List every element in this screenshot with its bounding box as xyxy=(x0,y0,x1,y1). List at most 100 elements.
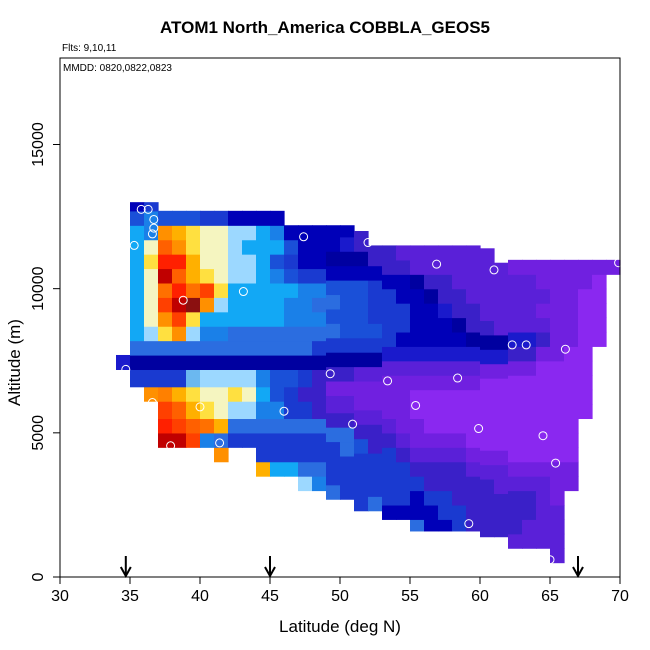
heatmap-cell xyxy=(298,461,313,477)
heatmap-cell xyxy=(256,461,271,477)
heatmap-cell xyxy=(480,248,495,264)
heatmap-cell xyxy=(284,369,299,388)
heatmap-cell xyxy=(550,259,565,275)
heatmap-cell xyxy=(410,504,425,520)
heatmap-cell xyxy=(494,522,509,538)
dates-annotation: MMDD: 0820,0822,0823 xyxy=(63,63,172,74)
heatmap-cell xyxy=(550,476,565,492)
heatmap-cell xyxy=(494,305,509,321)
heatmap-cell xyxy=(312,401,327,420)
heatmap-cell xyxy=(130,268,145,284)
heatmap-cell xyxy=(368,395,383,411)
arrow-markers xyxy=(119,556,584,579)
heatmap-cell xyxy=(186,432,201,448)
heatmap-cell xyxy=(354,251,369,267)
sample-point xyxy=(238,287,248,297)
heatmap-cell xyxy=(438,519,453,532)
heatmap-cell xyxy=(466,504,481,520)
sample-point xyxy=(325,369,335,379)
heatmap-cell xyxy=(592,303,607,319)
sample-point xyxy=(551,458,561,468)
heatmap-cell xyxy=(536,461,551,477)
heatmap-cell xyxy=(396,461,411,477)
heatmap-cell xyxy=(256,239,271,255)
heatmap-cell xyxy=(284,239,299,255)
heatmap-cell xyxy=(536,519,551,535)
heatmap-cell xyxy=(494,277,509,293)
heatmap-cell xyxy=(326,225,341,238)
heatmap-cell xyxy=(508,533,523,549)
heatmap-cell xyxy=(312,311,327,327)
heatmap-cell xyxy=(494,421,509,437)
heatmap-cell xyxy=(256,418,271,434)
heatmap-cell xyxy=(564,461,579,477)
heatmap-cell xyxy=(340,280,355,296)
heatmap-cell xyxy=(368,323,383,339)
heatmap-cell xyxy=(368,308,383,324)
heatmap-cell xyxy=(284,354,299,370)
heatmap-cell xyxy=(354,380,369,396)
heatmap-cell xyxy=(284,268,299,284)
heatmap-cell xyxy=(270,369,285,388)
heatmap-cell xyxy=(144,268,159,284)
heatmap-cell xyxy=(354,265,369,281)
heatmap-cell xyxy=(130,254,145,270)
sample-point xyxy=(521,340,531,350)
heatmap-cell xyxy=(340,294,355,310)
heatmap-cell xyxy=(298,268,313,284)
heatmap-cell xyxy=(522,360,537,376)
heatmap-cell xyxy=(564,360,579,376)
heatmap-cell xyxy=(368,424,383,440)
heatmap-cell xyxy=(284,340,299,356)
heatmap-cell xyxy=(466,259,481,275)
heatmap-cell xyxy=(284,461,299,477)
heatmap-cell xyxy=(438,331,453,347)
heatmap-cell xyxy=(326,294,341,310)
heatmap-cell xyxy=(550,548,565,564)
heatmap-cell xyxy=(396,288,411,304)
heatmap-cell xyxy=(480,421,495,437)
heatmap-cell xyxy=(200,225,215,241)
heatmap-cell xyxy=(382,504,397,520)
heatmap-cell xyxy=(536,447,551,463)
x-axis: 30 35 40 45 50 55 60 65 70 xyxy=(51,577,629,605)
heatmap-cell xyxy=(494,349,509,365)
heatmap-cell xyxy=(200,432,215,448)
heatmap-cell xyxy=(144,297,159,313)
heatmap-cell xyxy=(550,404,565,420)
heatmap-cell xyxy=(368,453,383,469)
heatmap-cell xyxy=(522,375,537,391)
heatmap-cell xyxy=(382,259,397,275)
heatmap-cell xyxy=(368,438,383,454)
heatmap-cell xyxy=(340,337,355,353)
heatmap-cell xyxy=(368,496,383,512)
heatmap-cell xyxy=(564,389,579,405)
heatmap-cell xyxy=(186,225,201,241)
heatmap-cell xyxy=(438,447,453,463)
heatmap-cell xyxy=(452,476,467,492)
heatmap-cell xyxy=(536,360,551,376)
heatmap-cell xyxy=(256,268,271,284)
heatmap-cell xyxy=(452,461,467,477)
arrow-head xyxy=(119,566,132,579)
heatmap-cell xyxy=(424,404,439,420)
heatmap-cell xyxy=(228,432,243,448)
heatmap-cell xyxy=(508,389,523,405)
heatmap-cell xyxy=(270,432,285,448)
heatmap-cell xyxy=(326,236,341,252)
heatmap-cell xyxy=(298,326,313,342)
heatmap-cell xyxy=(354,280,369,296)
heatmap-cell xyxy=(228,401,243,420)
sample-point xyxy=(464,519,474,529)
heatmap-cell xyxy=(298,297,313,313)
heatmap-cell xyxy=(340,236,355,252)
heatmap-cell xyxy=(172,369,187,388)
heatmap-cell xyxy=(228,225,243,241)
heatmap-cell xyxy=(466,461,481,477)
heatmap-cell xyxy=(550,432,565,448)
heatmap-cell xyxy=(564,418,579,434)
heatmap-cell xyxy=(410,317,425,333)
heatmap-cell xyxy=(200,418,215,434)
heatmap-cell xyxy=(214,340,229,356)
heatmap-cell xyxy=(382,303,397,319)
